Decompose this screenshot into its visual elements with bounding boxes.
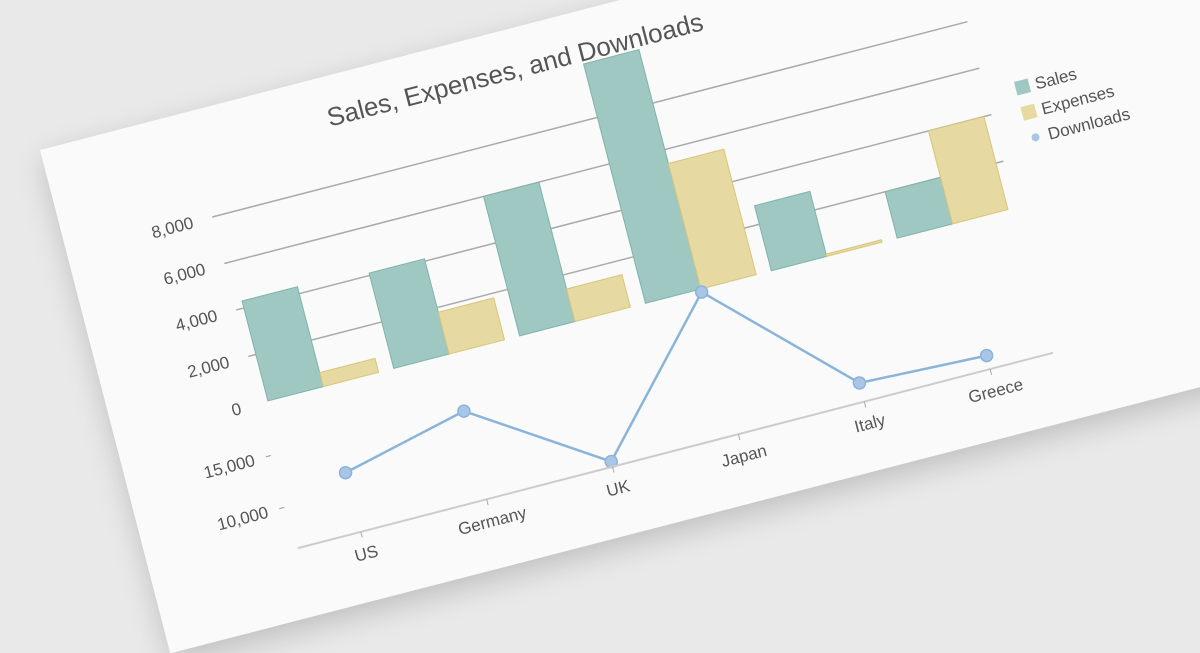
legend-swatch-sales [1013,78,1032,96]
x-tick-mark [360,531,363,538]
y-tick-label: 8,000 [149,213,195,242]
y-tick-label: 4,000 [173,306,219,335]
chart-svg: Sales, Expenses, and Downloads 02,0004,0… [149,6,1132,565]
x-tick-mark [863,401,867,408]
y-tick-mark [265,455,271,458]
chart-card: Sales, Expenses, and Downloads 0 2,000 4,0… [40,0,1200,653]
bar-sales [753,190,828,272]
y-tick-label: 2,000 [186,353,232,382]
gridline [248,160,1004,358]
x-tick-label: Germany [456,503,529,539]
downloads-point [979,348,994,363]
x-tick-label: US [353,541,381,565]
legend-label: Sales [1033,64,1079,93]
bar-expenses [565,274,631,323]
bar-expenses [319,357,380,388]
bar-expenses [667,148,757,290]
y-tick-label: 15,000 [202,451,257,482]
y-tick-mark [279,506,285,510]
gridline [224,67,980,265]
gridline [236,113,992,311]
y-tick-label: 6,000 [161,260,207,289]
y-tick-label: 0 [230,399,244,420]
x-tick-label: Japan [719,441,769,471]
legend-marker-downloads [1031,133,1040,142]
legend-swatch-expenses [1020,103,1038,121]
bar-sales [241,286,324,402]
downloads-point [852,376,867,390]
bar-expenses [927,115,1009,225]
x-axis [297,351,1054,550]
downloads-line [344,290,987,474]
x-tick-label: Greece [966,375,1025,407]
downloads-point [338,465,353,480]
x-tick-mark [486,499,489,506]
x-tick-mark [612,466,615,473]
x-tick-mark [737,434,741,441]
y-tick-label: 10,000 [215,503,270,534]
bar-sales [368,258,450,369]
downloads-point [457,404,471,418]
downloads-point [694,285,709,299]
x-tick-mark [989,368,993,376]
x-tick-label: UK [604,476,632,500]
bar-expenses [437,297,506,355]
bar-expenses [825,239,883,258]
gridline [212,20,968,218]
bar-sales [482,181,576,337]
x-tick-label: Italy [852,410,887,436]
